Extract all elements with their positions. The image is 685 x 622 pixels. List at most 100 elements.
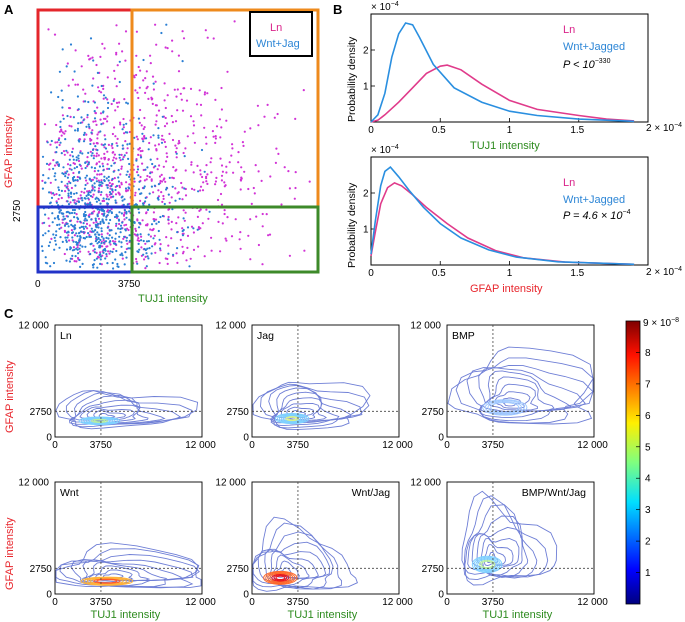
scatter-point-wnt-jag — [108, 209, 112, 212]
scatter-point-ln — [276, 112, 279, 116]
b-top-legend-ln: Ln — [563, 24, 575, 36]
scatter-point-wnt-jag — [114, 237, 117, 240]
scatter-point-wnt-jag — [122, 123, 125, 126]
scatter-point-ln — [184, 211, 187, 214]
scatter-point-ln — [111, 190, 114, 193]
scatter-point-wnt-jag — [145, 137, 148, 140]
scatter-point-wnt-jag — [88, 215, 91, 218]
scatter-point-ln — [166, 94, 169, 97]
scatter-point-ln — [96, 142, 99, 145]
scatter-point-ln — [214, 183, 217, 186]
contour-xtick: 12 000 — [185, 440, 216, 451]
scatter-point-wnt-jag — [97, 236, 100, 240]
scatter-point-ln — [118, 186, 121, 189]
scatter-point-ln — [240, 166, 243, 169]
scatter-point-wnt-jag — [84, 203, 87, 206]
scatter-point-ln — [171, 121, 174, 124]
y-tick-label: 2 — [363, 189, 369, 200]
scatter-point-ln — [63, 132, 66, 135]
scatter-point-wnt-jag — [137, 188, 141, 191]
scatter-point-ln — [115, 85, 118, 88]
panel-a-ylabel: GFAP intensity — [3, 115, 15, 188]
scatter-point-ln — [143, 116, 146, 120]
scatter-point-ln — [107, 158, 110, 161]
scatter-point-ln — [152, 211, 155, 214]
y-tick-label: 2 — [363, 46, 369, 57]
scatter-point-wnt-jag — [144, 200, 147, 203]
scatter-point-ln — [76, 220, 79, 223]
scatter-point-ln — [85, 222, 89, 225]
scatter-point-wnt-jag — [146, 247, 149, 250]
scatter-point-ln — [135, 257, 138, 261]
contour-xtick: 0 — [249, 440, 255, 451]
scatter-point-wnt-jag — [93, 176, 96, 179]
scatter-point-wnt-jag — [66, 114, 69, 118]
scatter-point-ln — [154, 144, 157, 147]
scatter-point-wnt-jag — [142, 253, 145, 256]
scatter-point-wnt-jag — [200, 148, 204, 152]
scatter-point-ln — [161, 134, 164, 137]
scatter-point-wnt-jag — [84, 176, 87, 179]
scatter-point-wnt-jag — [117, 169, 120, 172]
scatter-point-wnt-jag — [113, 162, 116, 165]
scatter-point-ln — [162, 138, 165, 141]
contour-xtick: 12 000 — [185, 597, 216, 608]
scatter-point-ln — [210, 236, 213, 239]
scatter-point-ln — [97, 86, 100, 89]
scatter-point-ln — [166, 257, 169, 261]
scatter-point-ln — [88, 224, 91, 227]
scatter-point-ln — [101, 42, 104, 46]
scatter-point-wnt-jag — [79, 265, 82, 268]
scatter-point-ln — [125, 189, 128, 192]
scatter-point-wnt-jag — [152, 134, 155, 137]
scatter-point-wnt-jag — [53, 175, 56, 178]
scatter-point-wnt-jag — [93, 167, 97, 170]
scatter-point-ln — [183, 219, 186, 222]
scatter-point-ln — [149, 136, 152, 139]
scatter-point-ln — [181, 30, 184, 33]
contour-xlabel: TUJ1 intensity — [288, 609, 358, 621]
scatter-point-ln — [68, 167, 71, 170]
scatter-point-ln — [100, 179, 103, 182]
scatter-point-wnt-jag — [86, 113, 89, 117]
scatter-point-wnt-jag — [55, 234, 58, 237]
scatter-point-ln — [219, 157, 222, 160]
scatter-point-ln — [134, 191, 137, 194]
scatter-point-wnt-jag — [124, 228, 127, 231]
scatter-point-wnt-jag — [62, 172, 65, 176]
scatter-point-ln — [98, 90, 101, 93]
scatter-point-ln — [142, 168, 145, 172]
scatter-point-wnt-jag — [100, 242, 103, 245]
scatter-point-ln — [247, 187, 250, 191]
scatter-point-ln — [97, 217, 101, 220]
scatter-point-ln — [239, 188, 242, 191]
scatter-point-ln — [219, 192, 223, 196]
scatter-point-wnt-jag — [87, 151, 90, 154]
contour-core — [480, 560, 494, 569]
scatter-point-ln — [49, 162, 52, 165]
scatter-point-wnt-jag — [107, 101, 110, 104]
scatter-point-ln — [150, 179, 153, 182]
contour-core — [473, 556, 501, 573]
colorbar-ticks: 8 7 6 5 4 3 2 1 — [636, 348, 651, 579]
scatter-point-ln — [84, 92, 87, 95]
scatter-point-ln — [171, 176, 174, 179]
b-top-frame — [370, 13, 649, 123]
scatter-point-wnt-jag — [97, 240, 101, 244]
scatter-point-wnt-jag — [67, 203, 71, 206]
scatter-point-ln — [108, 252, 111, 255]
scatter-point-ln — [120, 167, 123, 170]
scatter-point-wnt-jag — [82, 140, 86, 143]
scatter-point-wnt-jag — [72, 158, 75, 161]
scatter-point-ln — [118, 42, 121, 45]
contour-line — [461, 490, 558, 586]
scatter-point-ln — [177, 191, 180, 194]
scatter-point-wnt-jag — [106, 262, 109, 265]
scatter-point-ln — [154, 80, 157, 83]
scatter-point-wnt-jag — [163, 202, 166, 206]
scatter-point-wnt-jag — [114, 232, 117, 235]
scatter-point-wnt-jag — [40, 245, 44, 248]
scatter-point-ln — [158, 175, 162, 178]
contour-xtick: 3750 — [90, 597, 113, 608]
scatter-point-ln — [116, 105, 119, 108]
